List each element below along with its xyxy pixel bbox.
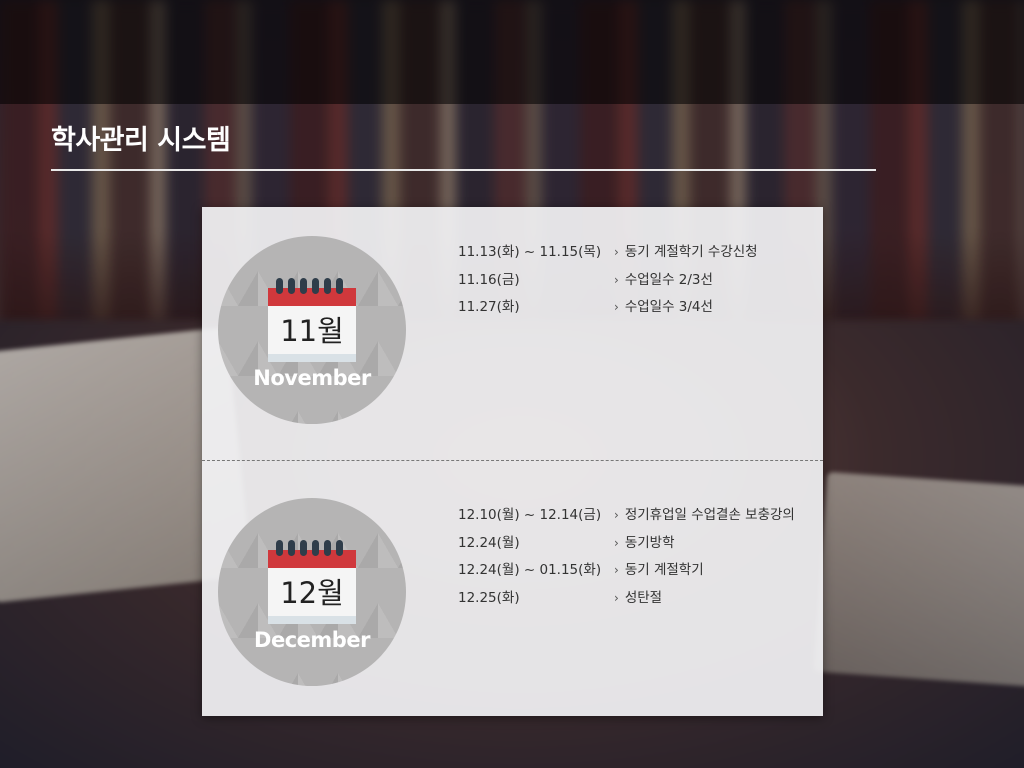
- month-name: November: [253, 366, 371, 390]
- event-date: 12.24(월): [458, 534, 520, 551]
- event-description: › 수업일수 3/4선: [614, 299, 713, 315]
- chevron-right-icon: ›: [614, 563, 619, 577]
- event-description: › 정기휴업일 수업결손 보충강의: [614, 507, 795, 523]
- chevron-right-icon: ›: [614, 272, 619, 287]
- chevron-right-icon: ›: [614, 508, 619, 522]
- title-underline: [51, 169, 876, 171]
- chevron-right-icon: ›: [614, 300, 619, 314]
- section-divider: [202, 460, 823, 461]
- month-badge-november: 11월 November: [218, 236, 406, 424]
- event-date: 12.24(월) ~ 01.15(화): [458, 562, 602, 578]
- top-dark-band: [0, 0, 1024, 104]
- calendar-icon: 11월: [268, 278, 356, 362]
- chevron-right-icon: ›: [614, 245, 619, 259]
- event-description: › 수업일수 2/3선: [614, 271, 713, 288]
- event-description: › 동기 계절학기: [614, 562, 704, 578]
- event-description: › 성탄절: [614, 589, 663, 606]
- month-number: 11월: [280, 314, 344, 348]
- month-badge-december: 12월 December: [218, 498, 406, 686]
- event-date: 11.16(금): [458, 271, 520, 288]
- event-description: › 동기 계절학기 수강신청: [614, 244, 758, 260]
- month-name: December: [254, 628, 370, 652]
- chevron-right-icon: ›: [614, 535, 619, 550]
- month-number: 12월: [280, 576, 344, 610]
- page-title: 학사관리 시스템: [51, 125, 231, 156]
- calendar-icon: 12월: [268, 540, 356, 624]
- event-date: 11.13(화) ~ 11.15(목): [458, 244, 602, 260]
- chevron-right-icon: ›: [614, 590, 619, 605]
- event-date: 12.10(월) ~ 12.14(금): [458, 507, 602, 523]
- event-date: 12.25(화): [458, 589, 520, 606]
- event-description: › 동기방학: [614, 534, 675, 551]
- event-date: 11.27(화): [458, 299, 520, 315]
- schedule-panel: 11월 November 11.13(화) ~ 11.15(목) › 동기 계절학…: [202, 207, 823, 716]
- background-notebook: [813, 471, 1024, 689]
